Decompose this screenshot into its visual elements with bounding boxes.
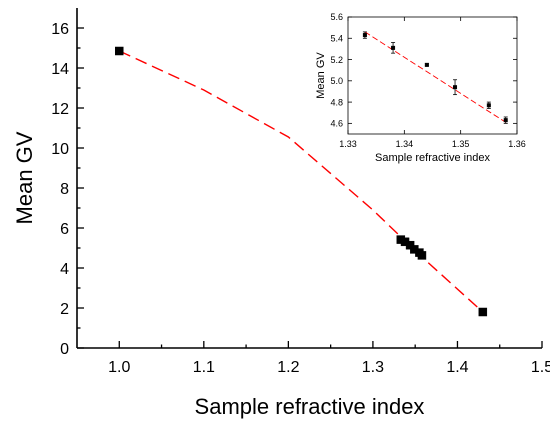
x-tick-label: 1.4 xyxy=(446,359,468,376)
data-point xyxy=(424,62,429,67)
y-tick-label: 16 xyxy=(51,21,69,38)
x-tick-label: 1.3 xyxy=(362,359,384,376)
data-point xyxy=(453,85,458,90)
y-tick-label: 5.2 xyxy=(330,55,343,65)
y-tick-label: 0 xyxy=(60,341,69,358)
fit-line xyxy=(364,31,506,123)
x-tick-label: 1.35 xyxy=(452,139,470,149)
y-tick-label: 5.0 xyxy=(330,76,343,86)
x-tick-label: 1.1 xyxy=(193,359,215,376)
x-tick-label: 1.36 xyxy=(508,139,526,149)
x-tick-label: 1.33 xyxy=(339,139,357,149)
data-point xyxy=(391,45,396,50)
y-tick-label: 2 xyxy=(60,301,69,318)
y-tick-label: 10 xyxy=(51,141,69,158)
data-point xyxy=(503,118,508,123)
y-tick-label: 12 xyxy=(51,101,69,118)
y-tick-label: 5.6 xyxy=(330,12,343,22)
inset-chart: 1.33 1.34 1.35 1.36 4.6 4.8 5.0 5.2 5.4 5.6 Sample… xyxy=(315,12,526,164)
x-tick-label: 1.0 xyxy=(108,359,130,376)
x-axis-title: Sample refractive index xyxy=(375,152,490,164)
y-tick-label: 4.6 xyxy=(330,119,343,129)
x-tick-label: 1.5 xyxy=(531,359,550,376)
x-tick-label: 1.34 xyxy=(396,139,414,149)
x-tick-label: 1.2 xyxy=(277,359,299,376)
fit-line xyxy=(119,50,484,313)
main-chart: 1.0 1.1 1.2 1.3 1.4 1.5 0 2 4 6 8 10 12 14 16 Sample re… xyxy=(12,8,550,419)
data-point xyxy=(362,33,367,38)
x-axis-title: Sample refractive index xyxy=(195,394,425,419)
data-point xyxy=(417,251,427,260)
y-tick-label: 4 xyxy=(60,261,69,278)
y-tick-label: 5.4 xyxy=(330,34,343,44)
plot-frame xyxy=(347,16,518,135)
data-point xyxy=(478,307,488,317)
y-tick-label: 14 xyxy=(51,61,69,78)
data-point xyxy=(486,103,491,108)
y-axis-title: Mean GV xyxy=(12,131,37,224)
y-tick-label: 6 xyxy=(60,221,69,238)
data-point xyxy=(115,46,124,56)
y-tick-label: 8 xyxy=(60,181,69,198)
y-tick-label: 4.8 xyxy=(330,97,343,107)
y-axis-title: Mean GV xyxy=(315,52,327,99)
